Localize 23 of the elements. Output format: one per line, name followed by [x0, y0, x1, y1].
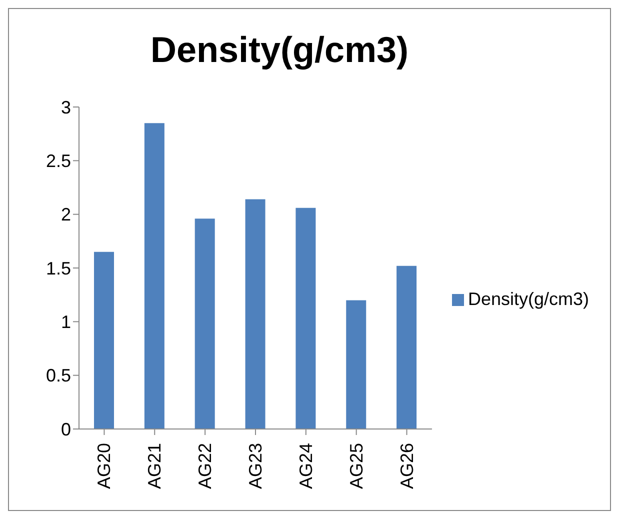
x-tick-label: AG24	[296, 443, 316, 490]
x-tick-label: AG25	[346, 443, 366, 490]
bar	[144, 123, 164, 429]
chart-title: Density(g/cm3)	[149, 29, 410, 72]
x-tick-label: AG21	[144, 443, 165, 490]
y-tick-label: 0	[60, 419, 71, 440]
y-tick-label: 3	[60, 97, 71, 118]
x-tick-label: AG26	[396, 443, 417, 490]
y-tick-label: 0.5	[46, 366, 71, 386]
bar	[346, 300, 366, 429]
y-tick-label: 1.5	[46, 258, 71, 278]
bar	[296, 208, 316, 429]
y-tick-label: 2.5	[46, 151, 71, 172]
x-tick-label: AG23	[245, 443, 266, 490]
y-tick-label: 1	[60, 312, 71, 332]
bar	[396, 266, 417, 429]
bar	[194, 218, 215, 429]
x-tick-label: AG20	[94, 443, 114, 490]
y-tick-label: 2	[60, 204, 71, 225]
legend-label: Density(g/cm3)	[468, 288, 589, 308]
bar	[245, 199, 266, 429]
bar	[94, 252, 114, 429]
x-tick-label: AG22	[195, 443, 216, 490]
